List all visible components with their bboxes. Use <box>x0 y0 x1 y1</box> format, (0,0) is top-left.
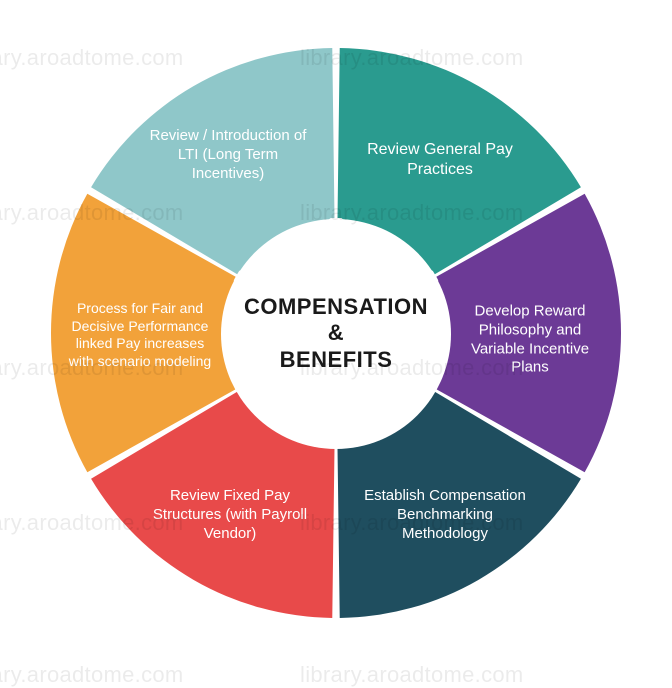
center-circle: COMPENSATION & BENEFITS <box>221 219 451 449</box>
center-line-2: & <box>244 320 428 346</box>
compensation-benefits-chart: COMPENSATION & BENEFITS Review General P… <box>0 0 672 667</box>
center-line-3: BENEFITS <box>244 347 428 373</box>
center-line-1: COMPENSATION <box>244 294 428 320</box>
center-title: COMPENSATION & BENEFITS <box>244 294 428 373</box>
